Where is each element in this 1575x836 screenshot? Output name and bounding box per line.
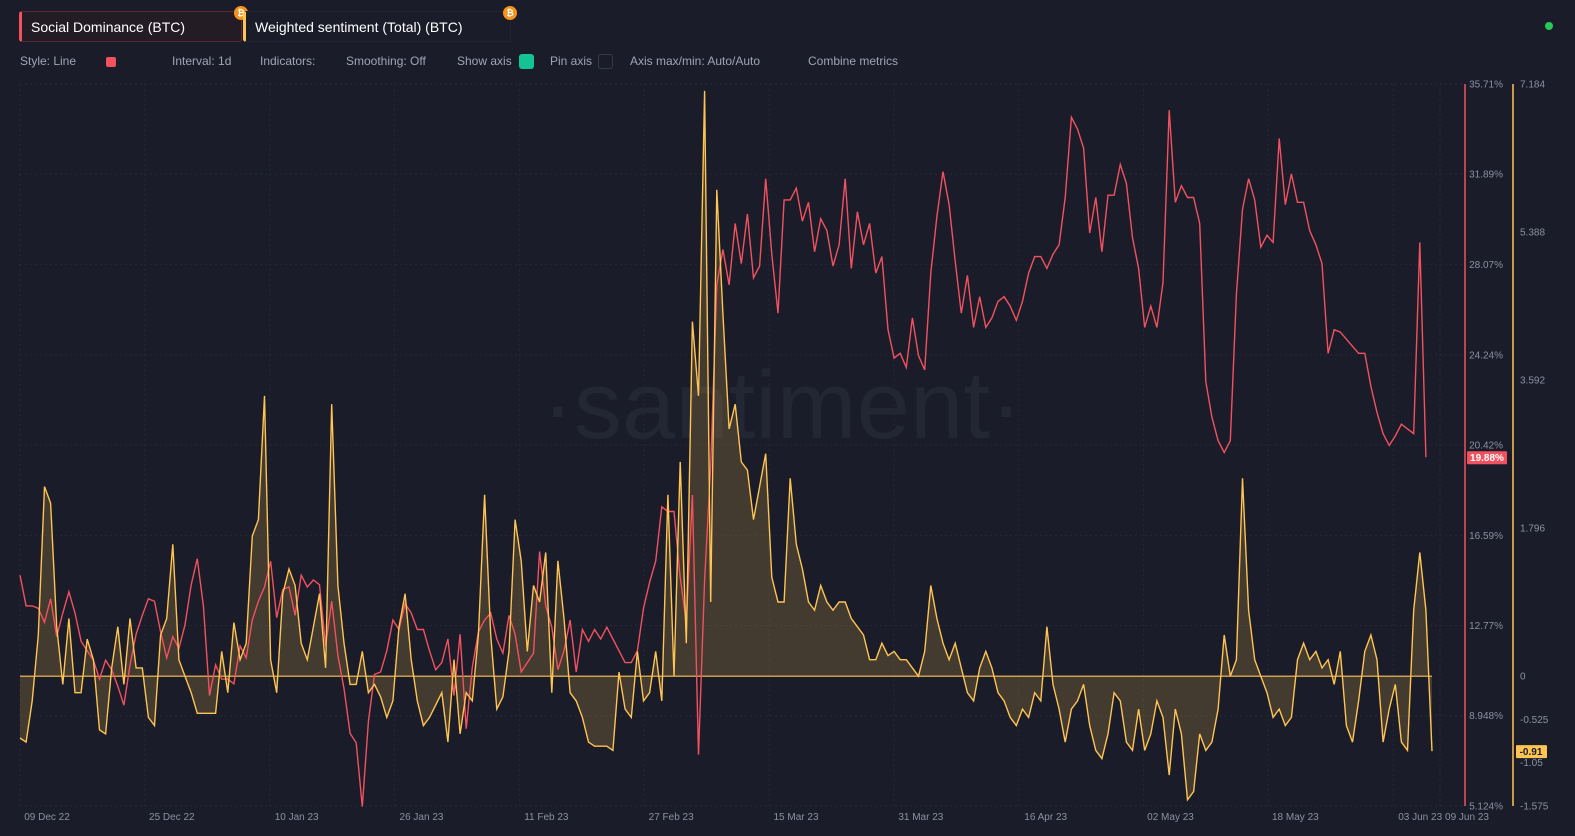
pin-axis-toggle[interactable] <box>598 54 613 69</box>
y-tick-label: 5.124% <box>1469 802 1503 813</box>
y-tick-label: -1.05 <box>1520 758 1543 769</box>
smoothing-dropdown[interactable]: Smoothing: Off <box>346 54 426 68</box>
y-tick-label: -0.525 <box>1520 715 1549 726</box>
santiment-watermark: ·santiment· <box>542 352 1022 459</box>
y-tick-label: 16.59% <box>1469 531 1503 542</box>
indicators-dropdown[interactable]: Indicators: <box>260 54 316 68</box>
y-tick-label: 0 <box>1520 672 1526 683</box>
last-value-label: -0.91 <box>1520 747 1543 758</box>
status-indicator <box>1545 22 1553 30</box>
combine-metrics-button[interactable]: Combine metrics <box>808 54 899 68</box>
social-dominance-line <box>19 110 1427 807</box>
y-tick-label: 31.89% <box>1469 170 1503 181</box>
y-tick-label: 12.77% <box>1469 621 1503 632</box>
x-tick-label: 31 Mar 23 <box>898 812 943 823</box>
x-tick-label: 11 Feb 23 <box>524 812 569 823</box>
interval-dropdown[interactable]: Interval: 1d <box>172 54 232 68</box>
pin-axis-label: Pin axis <box>550 54 593 68</box>
show-axis-label: Show axis <box>457 54 512 68</box>
x-tick-label: 09 Jun 23 <box>1445 812 1489 823</box>
last-value-badge-red <box>1467 451 1507 465</box>
y-tick-label: 20.42% <box>1469 440 1503 451</box>
bitcoin-icon: ₿ <box>503 6 517 20</box>
metric-chip-social-dominance[interactable]: Social Dominance (BTC) ₿ <box>19 6 248 42</box>
metric-label: Social Dominance (BTC) <box>31 18 186 35</box>
x-tick-label: 25 Dec 22 <box>149 812 195 823</box>
y-tick-label: 28.07% <box>1469 260 1503 271</box>
y-tick-label: 1.796 <box>1520 524 1545 535</box>
show-axis-toggle[interactable] <box>519 54 534 69</box>
x-tick-label: 02 May 23 <box>1147 812 1194 823</box>
y-tick-label: 3.592 <box>1520 376 1545 387</box>
chart-grid <box>19 83 1462 807</box>
color-swatch[interactable] <box>106 57 116 67</box>
y-tick-label: -1.575 <box>1520 802 1549 813</box>
x-tick-label: 03 Jun 23 <box>1398 812 1442 823</box>
metric-chip-weighted-sentiment[interactable]: Weighted sentiment (Total) (BTC) ₿ <box>243 6 517 42</box>
weighted-sentiment-line <box>19 90 1433 802</box>
x-tick-label: 09 Dec 22 <box>24 812 70 823</box>
chart-axes: 09 Dec 22 25 Dec 22 10 Jan 23 26 Jan 23 11 F… <box>24 80 1549 824</box>
chart-settings-toolbar: Style: Line Interval: 1d Indicators: Smo… <box>0 54 1575 72</box>
y-tick-label: 35.71% <box>1469 80 1503 91</box>
chart-plot <box>19 90 1433 807</box>
x-tick-label: 26 Jan 23 <box>400 812 444 823</box>
y-tick-label: 5.388 <box>1520 228 1545 239</box>
x-tick-label: 16 Apr 23 <box>1024 812 1067 823</box>
x-tick-label: 27 Feb 23 <box>649 812 694 823</box>
x-tick-label: 15 Mar 23 <box>773 812 818 823</box>
x-tick-label: 10 Jan 23 <box>275 812 319 823</box>
style-dropdown[interactable]: Style: Line <box>20 54 77 68</box>
last-value-label: 19.88% <box>1470 453 1504 464</box>
axis-maxmin-dropdown[interactable]: Axis max/min: Auto/Auto <box>630 54 761 68</box>
y-tick-label: 7.184 <box>1520 80 1545 91</box>
x-tick-label: 18 May 23 <box>1272 812 1319 823</box>
last-value-badge-yellow <box>1516 745 1547 759</box>
metric-label: Weighted sentiment (Total) (BTC) <box>255 18 463 35</box>
y-tick-label: 24.24% <box>1469 350 1503 361</box>
weighted-sentiment-area <box>20 90 1432 800</box>
y-tick-label: 8.948% <box>1469 711 1503 722</box>
